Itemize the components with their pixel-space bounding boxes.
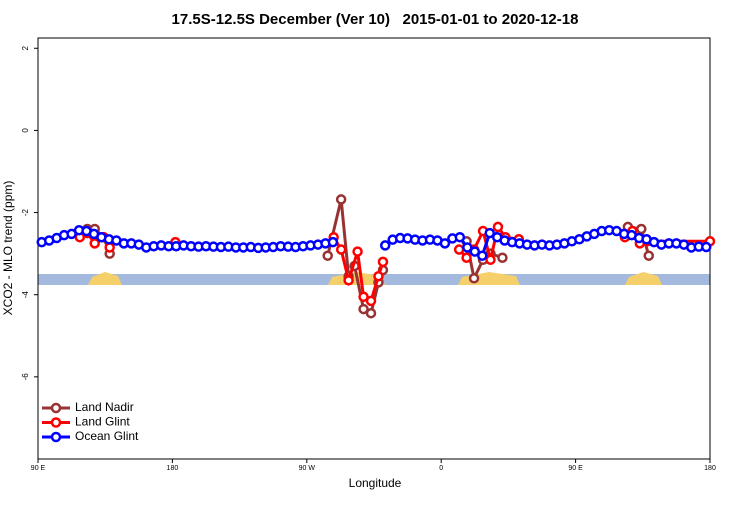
data-point bbox=[462, 242, 473, 253]
x-tick-label: 180 bbox=[167, 465, 179, 472]
legend-label: Ocean Glint bbox=[75, 429, 139, 443]
data-point bbox=[327, 236, 339, 248]
x-tick-label: 180 bbox=[704, 465, 716, 472]
x-tick-label: 0 bbox=[439, 465, 443, 472]
data-point bbox=[497, 252, 508, 263]
data-point bbox=[468, 273, 480, 284]
data-point bbox=[89, 238, 100, 249]
data-point bbox=[636, 223, 647, 235]
legend-marker bbox=[50, 402, 62, 414]
y-tick-label: -2 bbox=[21, 208, 30, 216]
data-point bbox=[104, 242, 115, 253]
data-point bbox=[358, 303, 369, 315]
data-point bbox=[377, 256, 389, 268]
data-point bbox=[373, 270, 384, 282]
data-point bbox=[322, 250, 333, 261]
data-point bbox=[379, 240, 391, 251]
y-tick-label: 2 bbox=[21, 45, 30, 50]
data-point bbox=[454, 231, 466, 243]
data-point bbox=[477, 250, 488, 261]
data-point bbox=[358, 291, 369, 303]
y-axis-label: XCO2 - MLO trend (ppm) bbox=[1, 181, 15, 316]
legend-label: Land Glint bbox=[75, 415, 130, 429]
x-tick-label: 90 W bbox=[299, 465, 316, 472]
data-point bbox=[439, 238, 451, 249]
data-point bbox=[461, 252, 472, 263]
land-shape bbox=[625, 272, 662, 285]
legend-marker bbox=[50, 431, 62, 443]
data-point bbox=[492, 221, 504, 233]
legend-label: Land Nadir bbox=[75, 400, 134, 414]
data-point bbox=[701, 241, 712, 253]
x-tick-label: 90 E bbox=[31, 465, 46, 472]
data-point bbox=[335, 244, 347, 255]
data-point bbox=[365, 295, 377, 307]
data-point bbox=[335, 194, 347, 205]
data-point bbox=[343, 275, 354, 286]
data-point bbox=[453, 244, 465, 255]
x-axis-label: Longitude bbox=[349, 476, 402, 490]
x-tick-label: 90 E bbox=[568, 465, 583, 472]
y-tick-label: -4 bbox=[21, 291, 30, 299]
land-shape bbox=[88, 272, 122, 285]
data-point bbox=[484, 227, 495, 239]
data-point bbox=[352, 246, 363, 257]
y-tick-label: -6 bbox=[21, 373, 30, 381]
legend-marker bbox=[50, 417, 62, 428]
data-point bbox=[469, 246, 481, 257]
y-tick-label: 0 bbox=[21, 128, 30, 133]
data-point bbox=[643, 250, 655, 261]
chart-title: 17.5S-12.5S December (Ver 10) 2015-01-01… bbox=[172, 11, 579, 28]
data-point bbox=[485, 254, 496, 266]
data-point bbox=[365, 307, 377, 319]
